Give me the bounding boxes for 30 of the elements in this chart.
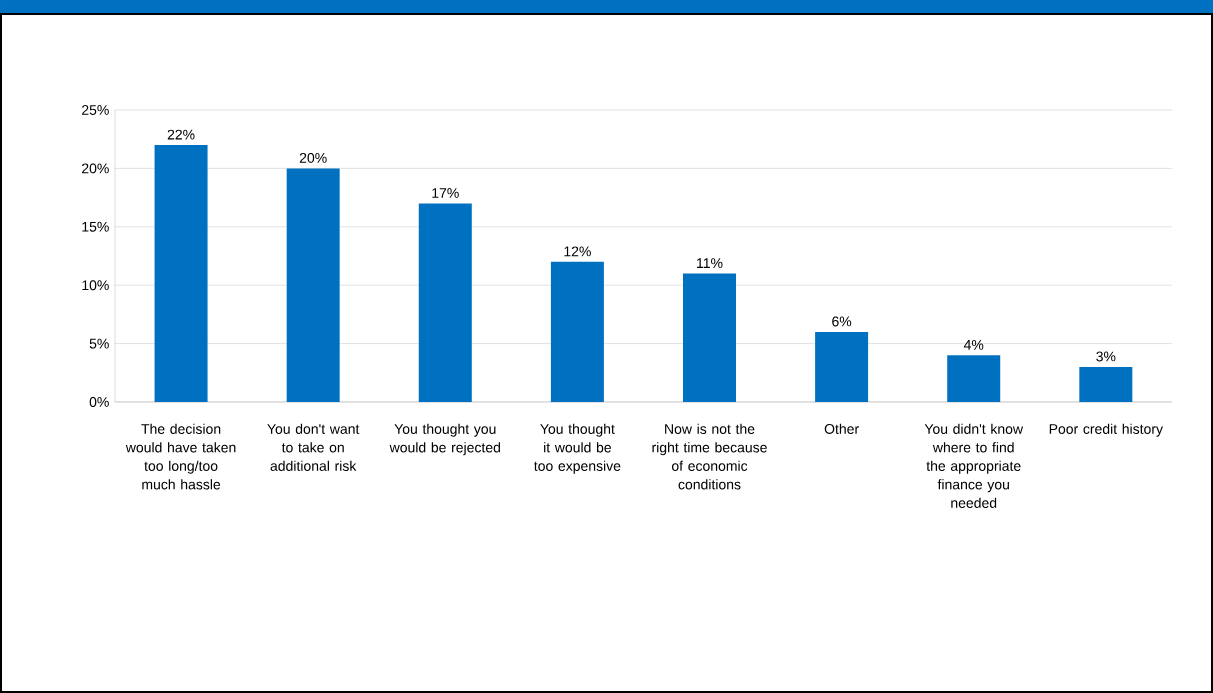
data-label: 12% [564, 246, 591, 257]
x-tick-label: You thought it would be too expensive [534, 423, 621, 474]
x-tick-label: You thought you would be rejected [389, 423, 500, 456]
bar [683, 273, 736, 402]
y-tick-label: 5% [89, 338, 109, 349]
bar [947, 355, 1001, 402]
bar [550, 261, 604, 402]
y-tick-label: 0% [89, 397, 109, 407]
x-tick-label: Other [824, 423, 859, 434]
bar [1079, 366, 1133, 402]
bar [286, 168, 340, 402]
y-tick-label: 25% [82, 105, 109, 115]
x-tick-label: Now is not the right time because of economic conditions [652, 423, 767, 490]
y-tick-label: 20% [82, 163, 109, 174]
data-label: 4% [963, 339, 984, 350]
data-label: 11% [697, 258, 723, 268]
data-label: 3% [1096, 351, 1116, 362]
data-label: 22% [167, 129, 195, 140]
x-tick-label: Poor credit history [1049, 423, 1163, 437]
bar [154, 145, 208, 402]
bar [815, 331, 869, 402]
data-label: 17% [432, 188, 459, 198]
y-tick-label: 15% [82, 221, 109, 232]
data-label: 20% [299, 152, 327, 163]
bar [418, 203, 472, 402]
y-tick-label: 10% [82, 280, 109, 291]
x-tick-label: You didn't know where to find the appropriate finance you needed [924, 423, 1024, 508]
x-tick-label: You don't want to take on additional risk [267, 423, 360, 471]
x-tick-label: The decision would have taken too long/too much hassle [125, 423, 236, 490]
data-label: 6% [832, 316, 852, 327]
